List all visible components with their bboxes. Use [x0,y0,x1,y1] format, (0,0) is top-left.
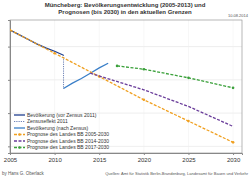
series-line [63,55,64,88]
tick-mark [8,113,10,114]
series-line [117,66,233,88]
series-marker [10,29,11,32]
legend-item: Bevölkerung (nach Zensus) [14,125,88,131]
tick: 2030 [227,153,241,163]
legend-swatch [14,134,25,135]
x-axis: 2005 2010 2015 2020 2025 2030 [4,153,243,163]
y-axis [8,21,11,154]
tick [8,80,10,81]
tick-mark [144,153,145,155]
tick-mark [55,153,56,155]
legend-item: Prognose des Landes BB 2014-2030 [14,138,109,144]
legend-item: Bevölkerung (vor Zensus 2011) [14,112,97,118]
legend-label: Bevölkerung (nach Zensus) [27,125,88,131]
legend-swatch [18,146,20,148]
chart: Müncheberg: Bevölkerungsentwicklung (200… [0,0,250,177]
series-marker [232,141,235,144]
tick-label: 2025 [182,157,196,163]
series-marker [187,120,190,123]
grid-line [233,20,234,153]
series-line [90,73,233,126]
date: 10.08.2014 [228,13,249,18]
tick-label: 2020 [138,157,152,163]
legend-item: Prognose des Landes BB 2017-2030 [14,144,109,150]
tick [8,113,10,114]
series-marker [143,68,146,71]
chart-title: Prognosen (bis 2030) in den aktuellen Gr… [58,9,192,15]
tick: 2020 [138,153,152,163]
legend-label: Prognose des Landes BB 2017-2030 [27,144,109,150]
tick-label: 2010 [48,157,62,163]
grid-line [10,79,242,80]
series-line [10,30,64,55]
grid-line [188,20,189,153]
legend: Bevölkerung (vor Zensus 2011)Zensuseffek… [14,112,109,151]
legend-item: Zensuseffekt 2011 [14,118,68,124]
axis-line [8,21,11,154]
series-marker [232,87,235,90]
tick: 2025 [182,153,196,163]
tick-mark [188,153,189,155]
legend-swatch [14,147,25,148]
legend-item: Prognose des Landes BB 2005-2030 [14,131,109,137]
axis-line [11,154,243,156]
legend-swatch [14,140,25,141]
tick: 2015 [93,153,107,163]
plot-frame [10,20,242,153]
series-line [10,30,233,142]
legend-label: Bevölkerung (vor Zensus 2011) [27,112,97,118]
legend-swatch [14,127,25,128]
tick-mark [10,153,11,155]
tick-label: 2015 [93,157,107,163]
tick-label: 2030 [227,157,241,163]
tick-label: 2005 [4,157,18,163]
tick: 2010 [48,153,62,163]
grid [10,20,242,153]
tick-mark [8,80,10,81]
legend-swatch [18,133,20,135]
legend-label: Zensuseffekt 2011 [27,118,68,124]
tick-mark [99,153,100,155]
tick [8,47,10,48]
tick: 2005 [4,153,18,163]
series-line [64,63,109,88]
series-marker [116,65,119,68]
author: by Hans G. Oberlack [2,171,45,176]
legend-label: Prognose des Landes BB 2014-2030 [27,138,109,144]
source: Quellen: Amt für Statistik Berlin-Brande… [105,171,248,176]
legend-swatch [14,121,25,122]
tick [8,146,10,147]
legend-swatch [14,114,25,115]
tick-mark [233,153,234,155]
series-marker [53,52,56,55]
series-marker [187,77,190,80]
tick-mark [8,146,10,147]
chart-title: Müncheberg: Bevölkerungsentwicklung (200… [45,2,206,8]
grid-line [143,20,144,153]
tick-mark [8,47,10,48]
series-marker [143,99,146,102]
legend-label: Prognose des Landes BB 2005-2030 [27,131,109,137]
plot-area [10,29,234,144]
